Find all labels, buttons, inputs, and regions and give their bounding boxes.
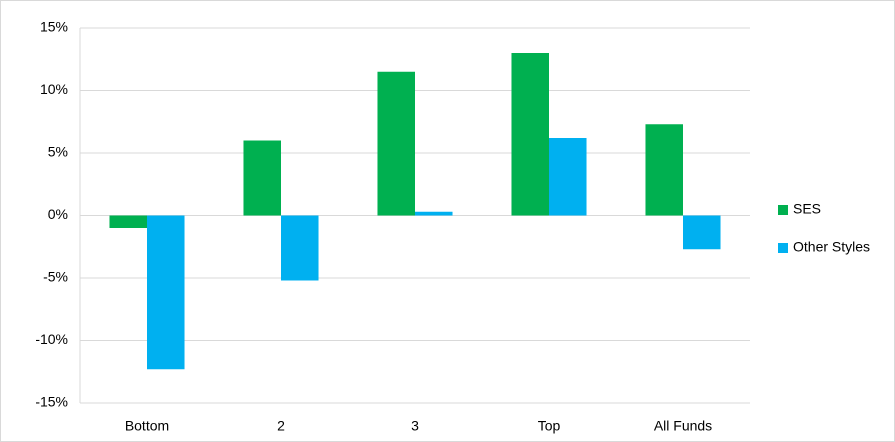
y-tick-label: 5% (48, 144, 68, 160)
bar (549, 138, 587, 216)
bar (415, 211, 453, 216)
bar (377, 71, 415, 216)
bar (511, 53, 549, 216)
legend-label: SES (793, 201, 821, 217)
bar (243, 140, 281, 216)
y-tick-label: -15% (35, 394, 68, 410)
legend-swatch (778, 205, 788, 215)
bar (683, 215, 721, 250)
y-tick-label: -10% (35, 331, 68, 347)
x-tick-label: Top (538, 418, 561, 434)
bar (147, 215, 185, 370)
legend-label: Other Styles (793, 239, 870, 255)
x-tick-label: 2 (277, 418, 285, 434)
bar (281, 215, 319, 281)
y-tick-label: -5% (43, 269, 68, 285)
y-tick-label: 15% (40, 19, 68, 35)
bar (109, 215, 147, 228)
bar (645, 124, 683, 216)
x-tick-label: 3 (411, 418, 419, 434)
legend-swatch (778, 243, 788, 253)
y-tick-label: 10% (40, 81, 68, 97)
x-tick-label: Bottom (125, 418, 169, 434)
y-tick-label: 0% (48, 206, 68, 222)
x-tick-label: All Funds (654, 418, 712, 434)
